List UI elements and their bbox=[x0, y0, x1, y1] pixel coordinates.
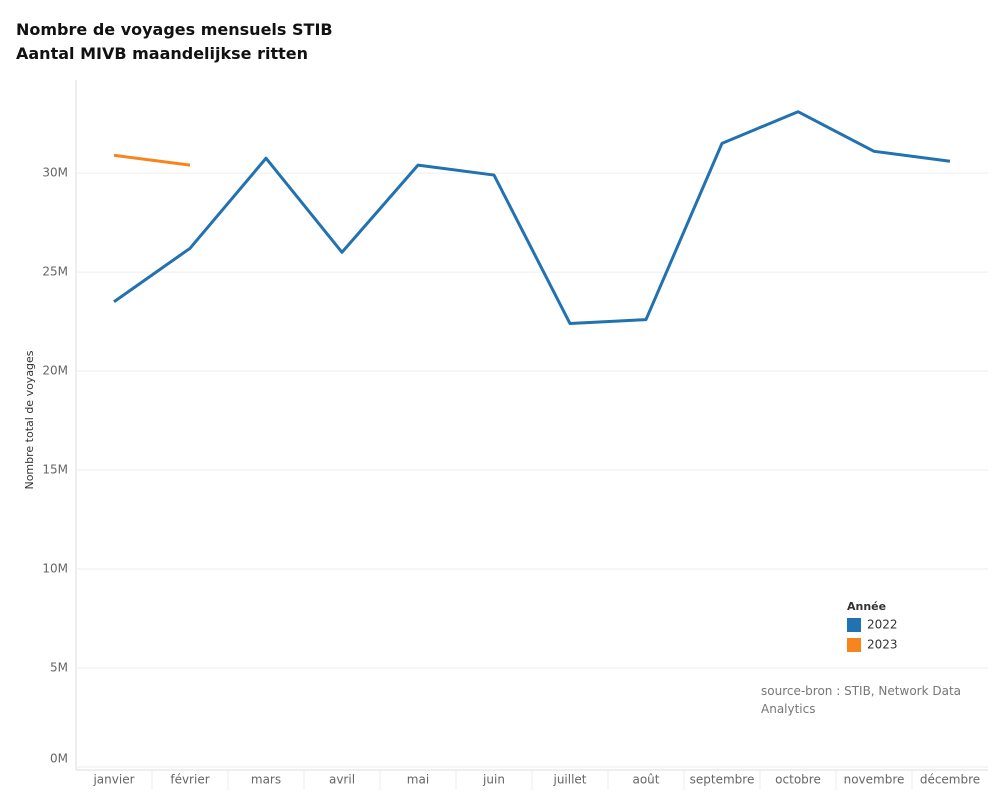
x-tick-label: mai bbox=[407, 773, 429, 787]
x-tick-label: novembre bbox=[844, 773, 905, 787]
legend-swatch bbox=[847, 638, 861, 652]
x-tick-label: février bbox=[170, 773, 209, 787]
y-tick-label: 20M bbox=[42, 364, 68, 378]
x-tick-label: mars bbox=[251, 773, 281, 787]
source-note: source-bron : STIB, Network Data Analyti… bbox=[761, 684, 962, 716]
series-line bbox=[113, 110, 951, 326]
x-tick-label: juin bbox=[482, 773, 505, 787]
legend-swatch bbox=[847, 618, 861, 632]
series-line bbox=[113, 153, 191, 167]
y-tick-label: 15M bbox=[42, 463, 68, 477]
y-tick-label: 5M bbox=[50, 661, 68, 675]
y-tick-label: 0M bbox=[50, 752, 68, 766]
y-tick-label: 25M bbox=[42, 265, 68, 279]
y-tick-label: 10M bbox=[42, 562, 68, 576]
y-axis-label: Nombre total de voyages bbox=[23, 350, 36, 489]
x-tick-label: avril bbox=[329, 773, 355, 787]
x-tick-label: septembre bbox=[690, 773, 755, 787]
legend-title: Année bbox=[847, 600, 886, 613]
x-tick-label: janvier bbox=[92, 773, 134, 787]
x-tick-label: décembre bbox=[920, 773, 980, 787]
chart-subtitle: Aantal MIVB maandelijkse ritten bbox=[16, 44, 309, 63]
legend-label: 2022 bbox=[867, 618, 898, 632]
chart-title: Nombre de voyages mensuels STIB bbox=[16, 20, 333, 39]
legend-label: 2023 bbox=[867, 638, 898, 652]
x-tick-label: octobre bbox=[775, 773, 821, 787]
y-tick-label: 30M bbox=[42, 166, 68, 180]
x-tick-label: juillet bbox=[552, 773, 586, 787]
x-tick-label: août bbox=[632, 773, 659, 787]
